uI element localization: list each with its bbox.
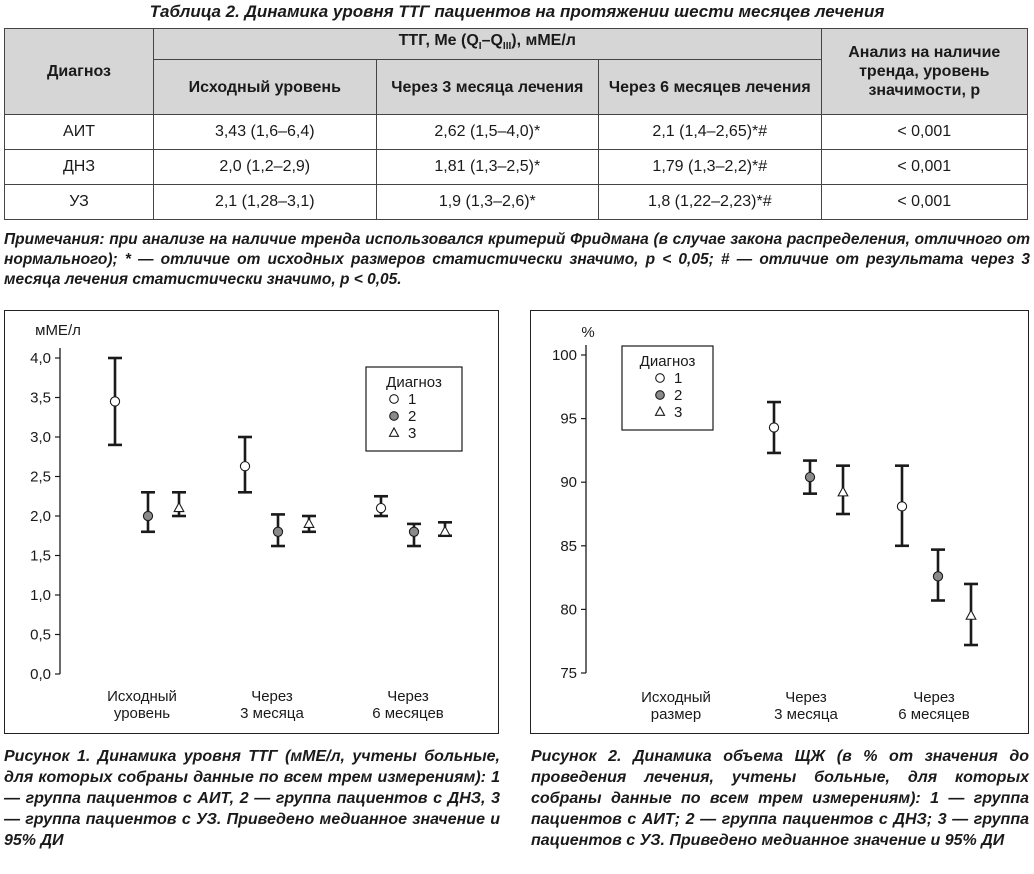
y-tick-label: 4,0	[30, 350, 51, 367]
median-marker-series-2	[932, 571, 944, 582]
median-marker-series-3	[965, 609, 977, 620]
legend-marker-series-3	[388, 426, 400, 437]
legend-marker-series-3	[654, 405, 666, 416]
cell-3-months: 2,62 (1,5–4,0)*	[375, 114, 600, 150]
y-tick-label: 95	[560, 411, 577, 428]
median-marker-series-3	[837, 485, 849, 497]
y-axis-label: мМЕ/л	[35, 322, 81, 339]
y-axis-label: %	[581, 324, 594, 341]
x-category-label: Исходный	[107, 688, 177, 705]
legend-marker-series-1	[655, 373, 665, 383]
cell-p-value: < 0,001	[820, 149, 1029, 185]
y-tick-label: 80	[560, 601, 577, 618]
header-baseline: Исходный уровень	[153, 59, 377, 115]
header-ttg-group: ТТГ, Me (QI–QIII), мМЕ/л	[153, 28, 822, 60]
cell-baseline: 2,1 (1,28–3,1)	[153, 184, 377, 220]
median-marker-series-2	[408, 526, 420, 537]
x-category-label: Через	[785, 689, 827, 706]
cell-3-months: 1,81 (1,3–2,5)*	[375, 149, 600, 185]
figure-1-chart: мМЕ/л 0,0 0,5 1,0 1,5 2,0 2,5 3,0 3,5 4,0 Исходный…	[30, 322, 463, 722]
cell-diagnosis: УЗ	[3, 184, 155, 220]
cell-p-value: < 0,001	[820, 184, 1029, 220]
median-marker-series-1	[239, 461, 251, 472]
table-row: УЗ 2,1 (1,28–3,1) 1,9 (1,3–2,6)* 1,8 (1,…	[3, 184, 1029, 220]
cell-6-months: 1,79 (1,3–2,2)*#	[598, 149, 822, 185]
legend-title: Диагноз	[386, 374, 442, 391]
y-tick-label: 1,0	[30, 587, 51, 604]
y-tick-label: 100	[552, 347, 577, 364]
median-marker-series-1	[375, 502, 387, 514]
y-tick-label: 2,5	[30, 469, 51, 486]
header-diagnosis: Диагноз	[3, 28, 155, 115]
legend-label: 3	[674, 404, 682, 421]
y-tick-label: 3,0	[30, 429, 51, 446]
legend-title: Диагноз	[640, 353, 696, 370]
table-notes: Примечания: при анализе на наличие тренд…	[4, 231, 1030, 288]
x-category-label: Исходный	[641, 689, 711, 706]
legend-label: 1	[408, 391, 416, 408]
figure-1-frame: мМЕ/л 0,0 0,5 1,0 1,5 2,0 2,5 3,0 3,5 4,0 Исходный…	[4, 310, 499, 734]
x-category-label: Через	[251, 688, 293, 705]
median-marker-series-1	[768, 422, 780, 433]
x-category-label: 3 месяца	[240, 705, 304, 722]
table-title: Таблица 2. Динамика уровня ТТГ пациентов…	[149, 2, 885, 21]
header-3-months: Через 3 месяца лечения	[375, 59, 600, 115]
median-marker-series-2	[804, 471, 816, 483]
legend-box	[365, 366, 463, 452]
legend-marker-series-2	[655, 390, 665, 400]
x-category-label: Через	[387, 688, 429, 705]
median-marker-series-1	[109, 396, 121, 407]
legend-marker-series-2	[389, 411, 399, 421]
y-tick-label: 2,0	[30, 508, 51, 525]
table-row: ДНЗ 2,0 (1,2–2,9) 1,81 (1,3–2,5)* 1,79 (…	[3, 149, 1029, 185]
cell-diagnosis: АИТ	[3, 114, 155, 150]
legend-label: 2	[674, 387, 682, 404]
legend-label: 2	[408, 408, 416, 425]
legend-marker-series-1	[389, 394, 399, 404]
x-category-label: 3 месяца	[774, 706, 838, 723]
x-category-label: 6 месяцев	[372, 705, 444, 722]
cell-diagnosis: ДНЗ	[3, 149, 155, 185]
legend-box	[621, 345, 714, 431]
y-tick-label: 0,5	[30, 627, 51, 644]
header-6-months: Через 6 месяцев лечения	[598, 59, 822, 115]
x-category-label: размер	[651, 706, 701, 723]
y-tick-label: 3,5	[30, 390, 51, 407]
legend-label: 3	[408, 425, 416, 442]
x-category-label: 6 месяцев	[898, 706, 970, 723]
cell-6-months: 1,8 (1,22–2,23)*#	[598, 184, 822, 220]
table-row: АИТ 3,43 (1,6–6,4) 2,62 (1,5–4,0)* 2,1 (…	[3, 114, 1029, 150]
figure-2-frame: % 75 80 85 90 95 100 Исходный размер Через 3 месяц…	[530, 310, 1029, 734]
cell-p-value: < 0,001	[820, 114, 1029, 150]
figure-2-caption: Рисунок 2. Динамика объема ЩЖ (в % от зн…	[531, 748, 1029, 849]
median-marker-series-3	[303, 517, 315, 528]
median-marker-series-2	[272, 526, 284, 537]
cell-baseline: 3,43 (1,6–6,4)	[153, 114, 377, 150]
ttg-table: Диагноз ТТГ, Me (QI–QIII), мМЕ/л Анализ …	[3, 28, 1029, 220]
y-tick-label: 85	[560, 538, 577, 555]
median-marker-series-2	[142, 510, 154, 522]
legend-label: 1	[674, 370, 682, 387]
cell-baseline: 2,0 (1,2–2,9)	[153, 149, 377, 185]
y-tick-label: 0,0	[30, 666, 51, 683]
median-marker-series-1	[896, 501, 908, 512]
y-tick-label: 75	[560, 665, 577, 682]
median-marker-series-3	[173, 501, 185, 513]
y-tick-label: 1,5	[30, 548, 51, 565]
header-trend: Анализ на наличие тренда, уровень значим…	[820, 28, 1029, 115]
y-tick-label: 90	[560, 474, 577, 491]
cell-6-months: 2,1 (1,4–2,65)*#	[598, 114, 822, 150]
x-category-label: Через	[913, 689, 955, 706]
cell-3-months: 1,9 (1,3–2,6)*	[375, 184, 600, 220]
figure-1-caption: Рисунок 1. Динамика уровня ТТГ (мМЕ/л, у…	[4, 748, 500, 849]
x-category-label: уровень	[114, 705, 170, 722]
median-marker-series-3	[439, 525, 451, 536]
